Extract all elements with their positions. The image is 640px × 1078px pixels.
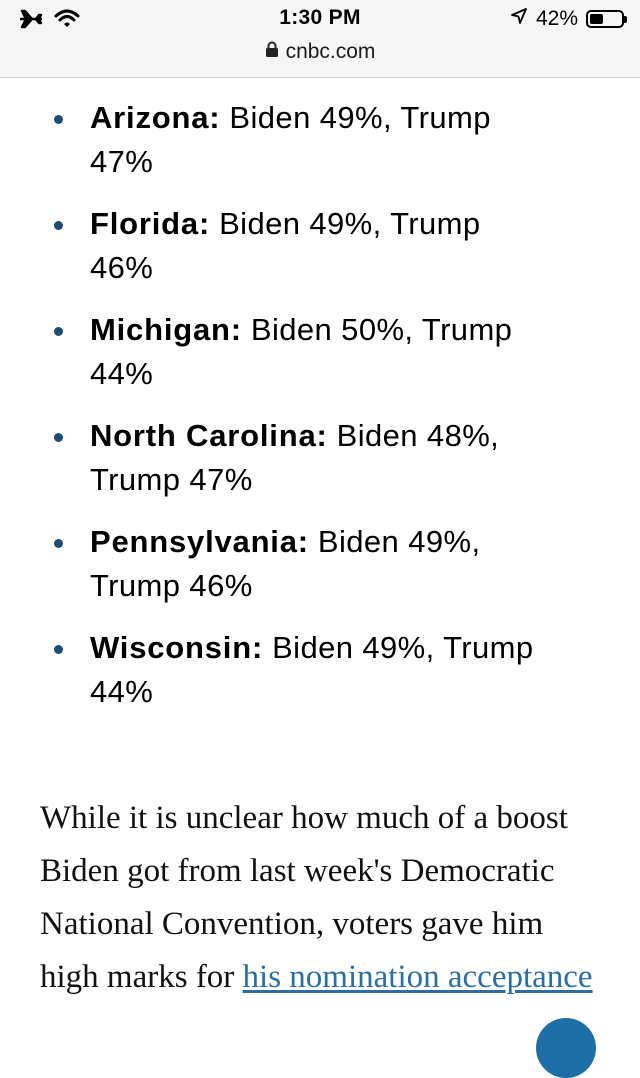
poll-result-cont: 46% — [90, 250, 154, 285]
poll-state: Arizona: — [90, 100, 221, 135]
poll-result: Biden 49%, — [308, 524, 481, 559]
bullet-icon — [54, 433, 63, 442]
poll-item-pennsylvania: Pennsylvania: Biden 49%, Trump 46% — [0, 520, 640, 608]
paragraph-text: While it is unclear how much of a boost … — [40, 800, 568, 995]
status-time: 1:30 PM — [279, 6, 361, 29]
article-paragraph: While it is unclear how much of a boost … — [40, 792, 600, 1004]
battery-icon — [586, 10, 627, 28]
battery-percent: 42% — [535, 7, 578, 30]
poll-result-cont: Trump 46% — [90, 568, 253, 603]
airplane-icon — [18, 8, 44, 35]
poll-state: North Carolina: — [90, 418, 328, 453]
poll-result: Biden 49%, Trump — [210, 206, 481, 241]
bullet-icon — [54, 645, 63, 654]
poll-item-arizona: Arizona: Biden 49%, Trump 47% — [0, 96, 640, 184]
floating-action-button[interactable] — [536, 1018, 596, 1078]
poll-item-north-carolina: North Carolina: Biden 48%, Trump 47% — [0, 414, 640, 502]
nomination-acceptance-link[interactable]: his nomination acceptance — [242, 959, 593, 995]
poll-state: Wisconsin: — [90, 630, 264, 665]
poll-list: Arizona: Biden 49%, Trump 47% Florida: Bi… — [0, 96, 640, 732]
battery-level — [590, 14, 603, 24]
poll-state: Florida: — [90, 206, 211, 241]
poll-result: Biden 50%, Trump — [241, 312, 513, 347]
status-bar: 1:30 PM 42% cnbc.com — [0, 0, 640, 78]
lock-icon — [265, 40, 279, 64]
poll-item-florida: Florida: Biden 49%, Trump 46% — [0, 202, 640, 290]
bullet-icon — [54, 115, 63, 124]
poll-result: Biden 49%, Trump — [263, 630, 534, 665]
poll-result-cont: 44% — [90, 674, 154, 709]
wifi-icon — [54, 8, 80, 35]
poll-result-cont: Trump 47% — [90, 462, 253, 497]
poll-state: Pennsylvania: — [90, 524, 309, 559]
bullet-icon — [54, 221, 63, 230]
url-text[interactable]: cnbc.com — [285, 40, 376, 63]
poll-result: Biden 48%, — [327, 418, 500, 453]
address-bar[interactable]: cnbc.com — [0, 40, 640, 64]
status-right: 42% — [510, 7, 627, 31]
poll-item-wisconsin: Wisconsin: Biden 49%, Trump 44% — [0, 626, 640, 714]
poll-result-cont: 47% — [90, 144, 154, 179]
location-arrow-icon — [510, 7, 528, 31]
poll-state: Michigan: — [90, 312, 242, 347]
poll-result-cont: 44% — [90, 356, 154, 391]
bullet-icon — [54, 539, 63, 548]
status-left — [18, 8, 80, 35]
bullet-icon — [54, 327, 63, 336]
poll-result: Biden 49%, Trump — [220, 100, 491, 135]
poll-item-michigan: Michigan: Biden 50%, Trump 44% — [0, 308, 640, 396]
